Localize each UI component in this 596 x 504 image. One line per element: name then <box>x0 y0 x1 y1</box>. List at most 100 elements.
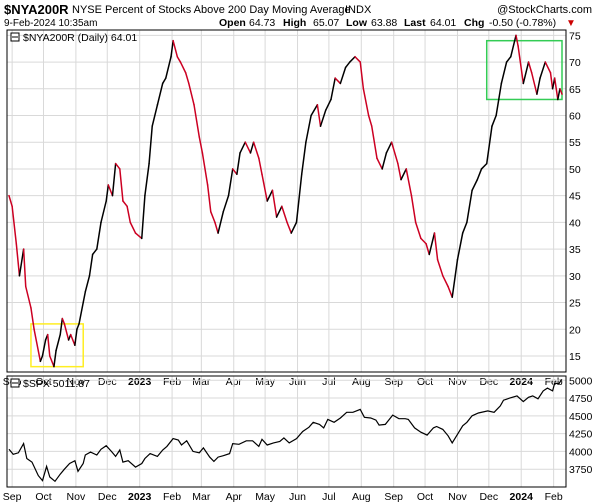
series-segment <box>33 328 40 352</box>
y-tick-label: 35 <box>569 244 581 256</box>
y-tick-label: 30 <box>569 271 581 283</box>
y-tick-label: 55 <box>569 137 581 149</box>
series-segment <box>114 162 121 170</box>
nya200r-panel: 15 20 25 30 35 40 45 50 55 60 65 70 75 $NYA200R (Dail… <box>3 29 581 388</box>
x-tick-label: Sep <box>384 491 403 503</box>
series-segment <box>134 232 143 240</box>
x-tick-label: Dec <box>479 491 498 503</box>
series-segment <box>349 55 356 63</box>
y-tick-label: 4750 <box>569 393 593 405</box>
series-segment <box>425 243 430 256</box>
chg-down-arrow-icon: ▼ <box>566 18 576 29</box>
y-tick-label: 50 <box>569 164 581 176</box>
series-segment <box>310 104 319 117</box>
series-segment <box>330 77 336 101</box>
chg-label: Chg <box>464 17 484 29</box>
series-segment <box>381 152 388 170</box>
series-segment <box>126 205 132 224</box>
series-segment <box>510 34 517 58</box>
y-tick-label: 4500 <box>569 411 593 423</box>
series-segment <box>447 285 453 298</box>
series-segment <box>84 275 91 293</box>
series-segment <box>319 109 327 127</box>
series-segment <box>252 141 260 159</box>
series-segment <box>96 221 102 250</box>
x-tick-label: Aug <box>352 491 371 503</box>
x-tick-label: Oct <box>417 491 433 503</box>
series-segment <box>24 285 32 309</box>
series-segment <box>500 61 508 85</box>
series-segment <box>362 88 370 117</box>
series-segment <box>53 349 57 368</box>
x-tick-label: Jun <box>289 491 306 503</box>
series-segment <box>258 157 263 176</box>
series-segment <box>244 141 252 154</box>
series-segment <box>214 221 219 234</box>
series-segment <box>236 152 241 176</box>
x-tick-label: 2023 <box>128 491 152 503</box>
series-segment <box>78 301 84 325</box>
series-segment <box>557 88 561 101</box>
series-segment <box>30 307 35 330</box>
y-tick-label: 65 <box>569 84 581 96</box>
series-segment <box>544 61 552 74</box>
series-segment <box>198 136 204 154</box>
series-segment <box>466 189 473 224</box>
legend: $SPX 5011.87 <box>10 378 90 390</box>
series-segment <box>370 125 378 159</box>
series-segment <box>55 333 61 352</box>
series-segment <box>201 152 209 186</box>
series-segment <box>46 333 51 357</box>
series-segment <box>530 72 538 95</box>
series-segment <box>91 248 98 256</box>
series-segment <box>82 291 87 304</box>
exchange-label: INDX <box>345 4 372 16</box>
series-segment <box>18 248 25 277</box>
series-segment <box>410 194 417 224</box>
series-segment <box>184 72 190 85</box>
series-segment <box>239 141 247 154</box>
spx-panel: 3750 4000 4250 4500 4750 5000 $SPX 5011.87 Sep O… <box>3 375 593 503</box>
series-segment <box>517 45 525 85</box>
panel-frame <box>6 375 567 488</box>
series-segment <box>210 210 216 224</box>
series-segment <box>105 184 110 202</box>
series-segment <box>397 162 402 181</box>
series-segment <box>206 184 212 213</box>
watermark: @StockCharts.com <box>497 4 592 16</box>
series-segment <box>179 61 187 74</box>
series-segment <box>107 184 114 197</box>
series-segment <box>119 168 124 202</box>
series-segment <box>344 61 351 69</box>
series-segment <box>290 221 298 234</box>
x-tick-label: Feb <box>163 491 181 503</box>
series-segment <box>59 317 64 336</box>
x-tick-label: Dec <box>98 491 117 503</box>
series-segment <box>129 221 137 234</box>
high-label: High <box>283 17 306 29</box>
series-segment <box>286 221 292 234</box>
series-segment <box>305 114 312 143</box>
low-value: 63.88 <box>371 17 397 29</box>
series-segment <box>505 55 512 63</box>
series-segment <box>433 232 439 261</box>
x-tick-label: Nov <box>67 491 86 503</box>
series-segment <box>41 339 47 357</box>
series-segment <box>339 66 347 85</box>
series-segment <box>495 82 503 117</box>
series-segment <box>249 141 255 154</box>
x-tick-label: Oct <box>35 491 51 503</box>
y-tick-label: 20 <box>569 324 581 336</box>
series-segment <box>549 72 554 90</box>
series-segment <box>222 194 230 213</box>
series-segment <box>39 355 44 363</box>
series-segment <box>536 77 541 95</box>
y-tick-label: 75 <box>569 30 581 42</box>
y-tick-label: 70 <box>569 57 581 69</box>
last-label: Last <box>404 17 426 29</box>
series-segment <box>231 168 238 176</box>
x-tick-label: Sep <box>3 491 22 503</box>
yellow-box <box>30 323 84 368</box>
series-segment <box>63 323 70 341</box>
series-segment <box>172 39 179 58</box>
